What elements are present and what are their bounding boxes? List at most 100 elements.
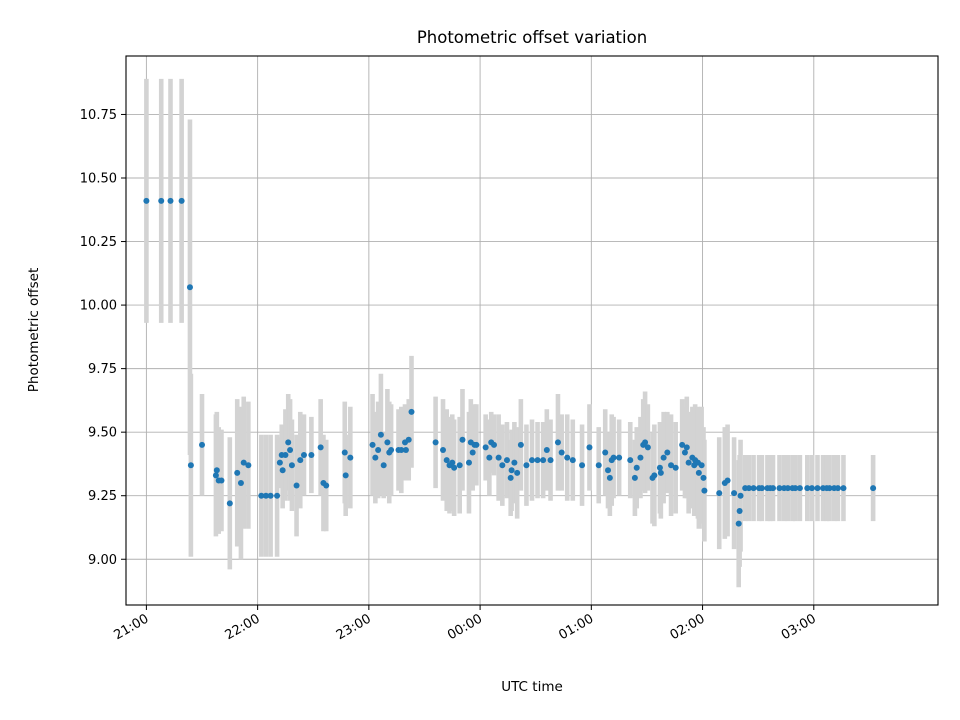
- data-point: [293, 482, 300, 489]
- data-point: [814, 485, 821, 492]
- data-point: [347, 454, 354, 461]
- data-point: [341, 449, 348, 456]
- data-point: [508, 467, 515, 474]
- data-point: [499, 462, 506, 469]
- data-point: [282, 452, 289, 459]
- point-layer: [143, 197, 877, 527]
- data-point: [443, 457, 450, 464]
- data-point: [644, 444, 651, 451]
- data-point: [451, 464, 458, 471]
- y-tick-label: 10.75: [80, 108, 117, 123]
- data-point: [776, 485, 783, 492]
- data-point: [579, 462, 586, 469]
- data-point: [158, 197, 165, 204]
- data-point: [274, 492, 281, 499]
- data-point: [651, 472, 658, 479]
- data-point: [267, 492, 274, 499]
- data-point: [323, 482, 330, 489]
- y-tick-label: 9.25: [88, 489, 117, 504]
- data-point: [377, 431, 384, 438]
- y-tick-label: 10.25: [80, 235, 117, 250]
- data-point: [408, 408, 415, 415]
- data-point: [258, 492, 265, 499]
- y-tick-label: 9.75: [88, 362, 117, 377]
- data-point: [668, 462, 675, 469]
- data-point: [606, 474, 613, 481]
- data-point: [388, 446, 395, 453]
- y-axis-ticks: 9.00 9.25 9.50 9.75 10.00 10.25 10.50 10.75: [80, 108, 126, 568]
- data-point: [143, 197, 150, 204]
- data-point: [834, 485, 841, 492]
- data-point: [523, 462, 530, 469]
- x-tick-label: 21:00: [111, 611, 151, 643]
- data-point: [633, 464, 640, 471]
- data-point: [664, 449, 671, 456]
- data-point: [681, 449, 688, 456]
- data-point: [495, 454, 502, 461]
- data-point: [187, 462, 194, 469]
- data-point: [642, 439, 649, 446]
- data-point: [482, 444, 489, 451]
- data-point: [672, 464, 679, 471]
- data-point: [796, 485, 803, 492]
- data-point: [456, 462, 463, 469]
- data-point: [459, 436, 466, 443]
- data-point: [784, 485, 791, 492]
- data-point: [660, 454, 667, 461]
- data-point: [469, 449, 476, 456]
- data-point: [167, 197, 174, 204]
- data-point: [279, 467, 286, 474]
- data-point: [300, 452, 307, 459]
- x-axis-ticks: 21:00 22:00 23:00 00:00 01:00 02:00 03:00: [111, 605, 819, 643]
- data-point: [285, 439, 292, 446]
- data-point: [342, 472, 349, 479]
- data-point: [288, 462, 295, 469]
- y-axis-label: Photometric offset: [26, 268, 42, 392]
- data-point: [804, 485, 811, 492]
- data-point: [308, 452, 315, 459]
- data-point: [529, 457, 535, 464]
- data-point: [731, 490, 738, 497]
- data-point: [724, 477, 731, 484]
- data-point: [234, 469, 241, 476]
- x-axis-label: UTC time: [501, 679, 563, 695]
- data-point: [465, 459, 472, 466]
- data-point: [276, 459, 283, 466]
- data-point: [262, 492, 269, 499]
- data-point: [218, 477, 225, 484]
- data-point: [490, 441, 497, 448]
- data-point: [287, 446, 294, 453]
- data-point: [432, 439, 439, 446]
- data-point: [449, 459, 456, 466]
- data-point: [695, 469, 702, 476]
- data-point: [602, 449, 609, 456]
- data-point: [534, 457, 541, 464]
- x-tick-label: 22:00: [223, 611, 263, 643]
- plot-frame: [125, 55, 939, 606]
- data-point: [199, 441, 206, 448]
- data-point: [405, 436, 412, 443]
- data-point: [631, 474, 638, 481]
- x-tick-label: 00:00: [445, 611, 485, 643]
- data-point: [605, 467, 612, 474]
- data-point: [564, 454, 571, 461]
- data-point: [610, 454, 617, 461]
- data-point: [486, 454, 493, 461]
- data-point: [213, 467, 220, 474]
- data-point: [701, 487, 708, 494]
- data-point: [716, 490, 723, 497]
- data-point: [679, 441, 686, 448]
- data-point: [595, 462, 602, 469]
- data-point: [737, 492, 744, 499]
- data-point: [473, 441, 480, 448]
- data-point: [226, 500, 233, 507]
- data-point: [770, 485, 777, 492]
- data-point: [178, 197, 185, 204]
- data-point: [656, 464, 663, 471]
- data-point: [540, 457, 547, 464]
- data-point: [736, 507, 743, 514]
- data-point: [440, 446, 447, 453]
- data-point: [627, 457, 634, 464]
- data-point: [297, 457, 304, 464]
- data-point: [372, 454, 379, 461]
